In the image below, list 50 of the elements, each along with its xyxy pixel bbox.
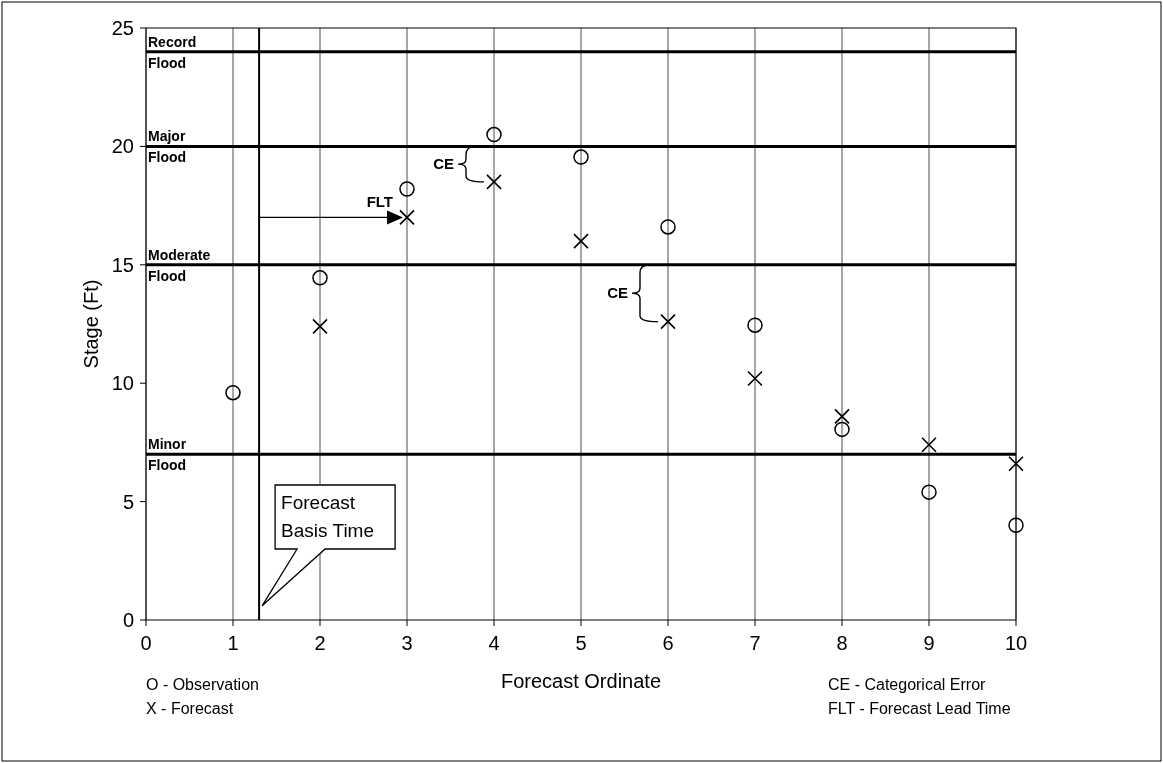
point xyxy=(921,484,937,500)
x-tick-label: 4 xyxy=(488,632,500,654)
point xyxy=(660,219,676,235)
annotation: CE xyxy=(607,284,628,302)
point xyxy=(573,149,589,165)
x-tick-label: 7 xyxy=(749,632,761,654)
point xyxy=(660,313,676,330)
point xyxy=(312,270,328,286)
point xyxy=(921,436,937,453)
y-tick-label: 0 xyxy=(122,609,134,631)
point xyxy=(225,384,241,401)
text: X - Forecast xyxy=(146,700,234,717)
y-tick-label: 10 xyxy=(111,372,134,395)
y-tick-label: 25 xyxy=(111,17,134,39)
point xyxy=(486,126,502,143)
point xyxy=(1008,517,1024,534)
x-tick-label: 3 xyxy=(401,632,413,654)
ref-line-label: Forecast Basis Time xyxy=(281,492,375,542)
annotation: FLT xyxy=(366,193,393,211)
x-axis-title: Forecast Ordinate xyxy=(500,670,662,692)
point xyxy=(834,408,850,425)
ref-line-label: Major Flood xyxy=(148,128,187,166)
x-tick-label: 2 xyxy=(314,632,326,654)
ref-line-label: Record Flood xyxy=(148,33,197,71)
text: FLT - Forecast Lead Time xyxy=(828,700,1011,717)
point xyxy=(399,209,415,226)
annotation: CE xyxy=(433,155,454,173)
x-tick-label: 1 xyxy=(227,632,239,654)
y-tick-label: 15 xyxy=(111,253,134,276)
text: CE - Categorical Error xyxy=(828,676,987,693)
point xyxy=(486,174,502,190)
ref-line-label: Moderate Flood xyxy=(148,246,211,284)
x-tick-label: 0 xyxy=(140,632,152,654)
point xyxy=(1008,455,1024,472)
y-tick-label: 5 xyxy=(122,490,134,513)
point xyxy=(747,370,763,387)
point xyxy=(399,181,415,197)
x-tick-label: 6 xyxy=(662,632,674,654)
point xyxy=(312,318,328,335)
point xyxy=(747,317,763,333)
point xyxy=(834,421,850,438)
x-tick-label: 8 xyxy=(836,632,848,654)
y-tick-label: 20 xyxy=(111,135,134,158)
point xyxy=(573,233,589,249)
x-tick-label: 5 xyxy=(575,632,587,654)
x-tick-label: 9 xyxy=(923,632,935,654)
ref-line-label: Minor Flood xyxy=(148,436,187,474)
y-axis-title: Stage (Ft) xyxy=(80,279,102,369)
text: O - Observation xyxy=(146,676,259,693)
x-tick-label: 10 xyxy=(1004,632,1028,654)
